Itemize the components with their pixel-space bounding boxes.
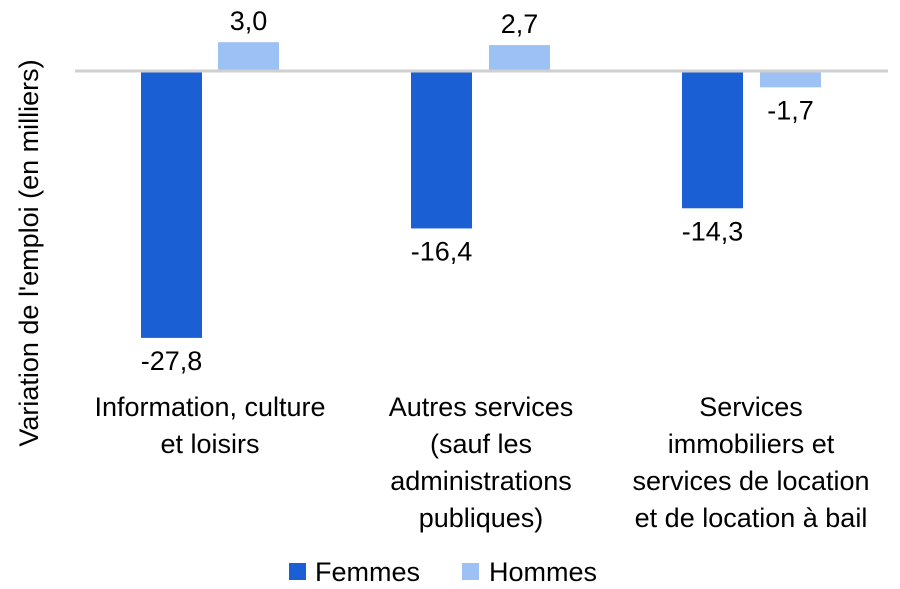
data-label-femmes-2: -14,3 — [682, 216, 744, 246]
category-label-1-line-1: (sauf les — [430, 429, 532, 459]
category-label-2-line-0: Services — [699, 392, 803, 422]
data-labels-layer: -27,8 -16,4 -14,3 3,0 2,7 -1,7 — [141, 6, 814, 376]
category-label-0-line-1: et loisirs — [160, 429, 259, 459]
bar-hommes-1 — [489, 45, 550, 71]
data-label-hommes-1: 2,7 — [501, 9, 539, 39]
legend-swatch-hommes — [462, 563, 479, 580]
category-label-2-line-2: services de location — [632, 466, 869, 496]
legend-label-hommes: Hommes — [489, 557, 597, 587]
category-label-1-line-0: Autres services — [389, 392, 574, 422]
category-label-2-line-3: et de location à bail — [635, 503, 868, 533]
data-label-hommes-0: 3,0 — [230, 6, 268, 36]
data-label-femmes-1: -16,4 — [411, 236, 473, 266]
legend-swatch-femmes — [289, 563, 306, 580]
bar-femmes-1 — [411, 71, 472, 229]
category-label-0-line-0: Information, culture — [94, 392, 325, 422]
category-label-1-line-3: publiques) — [419, 503, 544, 533]
category-label-1-line-2: administrations — [390, 466, 572, 496]
bar-hommes-2 — [760, 71, 821, 88]
bar-femmes-2 — [682, 71, 743, 209]
bars-layer — [141, 42, 821, 338]
category-label-2-line-1: immobiliers et — [668, 429, 835, 459]
data-label-hommes-2: -1,7 — [767, 95, 814, 125]
y-axis-label: Variation de l'emploi (en milliers) — [14, 59, 44, 446]
legend-label-femmes: Femmes — [315, 557, 420, 587]
bar-femmes-0 — [141, 71, 202, 338]
legend: Femmes Hommes — [289, 557, 597, 587]
bar-hommes-0 — [218, 42, 279, 71]
category-labels-layer: Information, culture et loisirs Autres ser… — [94, 392, 869, 533]
data-label-femmes-0: -27,8 — [141, 346, 203, 376]
